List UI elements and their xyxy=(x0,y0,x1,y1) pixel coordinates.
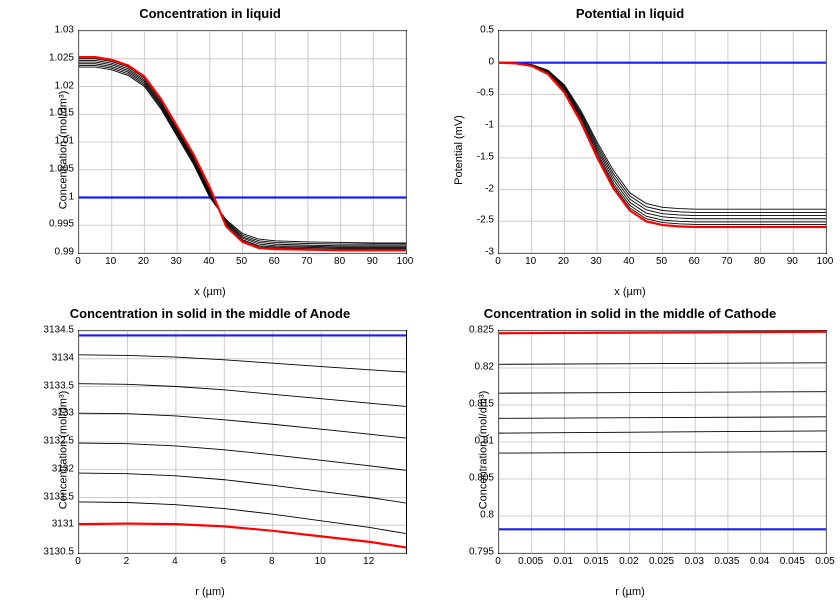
series-line xyxy=(79,524,406,548)
y-tick-label: -0.5 xyxy=(477,88,494,99)
plot-area xyxy=(498,330,827,554)
x-tick-label: 70 xyxy=(301,256,312,267)
x-tick-label: 0.045 xyxy=(780,556,805,567)
y-tick-label: 1 xyxy=(68,191,74,202)
y-tick-label: 3133 xyxy=(52,408,74,419)
y-tick-label: -3 xyxy=(485,247,494,258)
series-line xyxy=(79,384,406,407)
y-tick-label: 3134 xyxy=(52,352,74,363)
series-line xyxy=(79,413,406,438)
panel-concentration-solid-cathode: Concentration in solid in the middle of … xyxy=(420,300,840,600)
x-tick-label: 10 xyxy=(525,256,536,267)
x-tick-label: 8 xyxy=(269,556,275,567)
x-axis-label: x (µm) xyxy=(0,286,420,298)
y-tick-label: 0.81 xyxy=(475,436,494,447)
x-tick-label: 0.005 xyxy=(518,556,543,567)
x-tick-label: 0 xyxy=(495,256,501,267)
x-tick-label: 30 xyxy=(591,256,602,267)
x-axis-label: r (µm) xyxy=(420,586,840,598)
y-tick-label: 3134.5 xyxy=(43,325,74,336)
x-tick-label: 0.035 xyxy=(714,556,739,567)
x-tick-label: 0 xyxy=(75,556,81,567)
x-tick-label: 70 xyxy=(721,256,732,267)
y-tick-label: -2.5 xyxy=(477,215,494,226)
x-tick-label: 60 xyxy=(269,256,280,267)
x-tick-label: 4 xyxy=(172,556,178,567)
plot-area xyxy=(498,30,827,254)
chart-title: Concentration in liquid xyxy=(0,6,420,21)
x-tick-label: 6 xyxy=(221,556,227,567)
x-tick-label: 0 xyxy=(495,556,501,567)
chart-title: Concentration in solid in the middle of … xyxy=(420,306,840,321)
y-tick-label: -1.5 xyxy=(477,151,494,162)
x-tick-label: 20 xyxy=(558,256,569,267)
x-tick-label: 10 xyxy=(315,556,326,567)
x-tick-label: 50 xyxy=(656,256,667,267)
y-tick-label: 1.02 xyxy=(55,80,74,91)
y-tick-label: 3132.5 xyxy=(43,436,74,447)
x-tick-label: 0.03 xyxy=(684,556,703,567)
x-tick-label: 40 xyxy=(623,256,634,267)
x-tick-label: 80 xyxy=(754,256,765,267)
x-tick-label: 0.015 xyxy=(584,556,609,567)
x-tick-label: 90 xyxy=(367,256,378,267)
y-tick-label: -2 xyxy=(485,183,494,194)
x-tick-label: 10 xyxy=(105,256,116,267)
series-line xyxy=(79,473,406,503)
x-tick-label: 0 xyxy=(75,256,81,267)
x-tick-label: 2 xyxy=(124,556,130,567)
y-tick-label: 0.5 xyxy=(480,25,494,36)
y-tick-label: 0.825 xyxy=(469,325,494,336)
chart-title: Concentration in solid in the middle of … xyxy=(0,306,420,321)
y-tick-label: 0.8 xyxy=(480,510,494,521)
x-tick-label: 0.02 xyxy=(619,556,638,567)
x-tick-label: 20 xyxy=(138,256,149,267)
panel-potential-liquid: Potential in liquid Potential (mV) x (µm) 0… xyxy=(420,0,840,300)
x-tick-label: 0.04 xyxy=(750,556,769,567)
y-tick-label: 1.015 xyxy=(49,108,74,119)
x-tick-label: 60 xyxy=(689,256,700,267)
y-tick-label: 0.795 xyxy=(469,547,494,558)
chart-grid: Concentration in liquidConcentration (mo… xyxy=(0,0,840,600)
y-tick-label: 0.815 xyxy=(469,399,494,410)
x-axis-label: r (µm) xyxy=(0,586,420,598)
y-tick-label: 3132 xyxy=(52,463,74,474)
y-tick-label: 0.995 xyxy=(49,219,74,230)
y-tick-label: 0.82 xyxy=(475,362,494,373)
plot-area xyxy=(78,30,407,254)
y-tick-label: 0 xyxy=(488,56,494,67)
x-tick-label: 0.025 xyxy=(649,556,674,567)
y-tick-label: 1.005 xyxy=(49,163,74,174)
series-line xyxy=(79,443,406,470)
y-tick-label: 1.025 xyxy=(49,52,74,63)
y-tick-label: 1.03 xyxy=(55,25,74,36)
x-tick-label: 0.05 xyxy=(815,556,834,567)
x-tick-label: 100 xyxy=(817,256,834,267)
x-tick-label: 30 xyxy=(171,256,182,267)
y-tick-label: 3131.5 xyxy=(43,491,74,502)
y-axis-label: Potential (mV) xyxy=(453,115,465,185)
x-tick-label: 50 xyxy=(236,256,247,267)
y-tick-label: 0.805 xyxy=(469,473,494,484)
y-tick-label: 3131 xyxy=(52,519,74,530)
panel-concentration-liquid: Concentration in liquidConcentration (mo… xyxy=(0,0,420,300)
panel-concentration-solid-anode: Concentration in solid in the middle of … xyxy=(0,300,420,600)
x-axis-label: x (µm) xyxy=(420,286,840,298)
x-tick-label: 100 xyxy=(397,256,414,267)
y-tick-label: -1 xyxy=(485,120,494,131)
series-line xyxy=(79,355,406,372)
y-tick-label: 0.99 xyxy=(55,247,74,258)
y-tick-label: 3133.5 xyxy=(43,380,74,391)
x-tick-label: 80 xyxy=(334,256,345,267)
plot-area xyxy=(78,330,407,554)
x-tick-label: 12 xyxy=(363,556,374,567)
x-tick-label: 40 xyxy=(203,256,214,267)
y-tick-label: 3130.5 xyxy=(43,547,74,558)
y-tick-label: 1.01 xyxy=(55,136,74,147)
x-tick-label: 0.01 xyxy=(554,556,573,567)
x-tick-label: 90 xyxy=(787,256,798,267)
series-line xyxy=(499,332,826,333)
chart-title: Potential in liquid xyxy=(420,6,840,21)
